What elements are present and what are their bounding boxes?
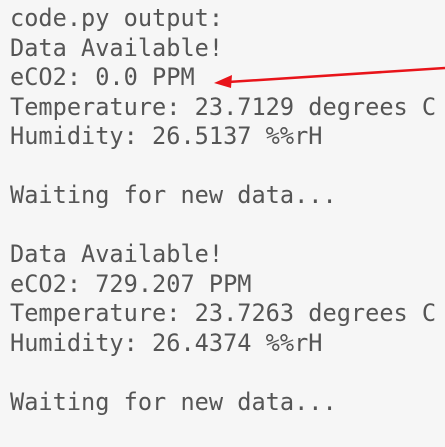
output-line: code.py output: — [10, 4, 224, 32]
console-output: code.py output: Data Available! eCO2: 0.0 … — [10, 4, 436, 447]
output-line: Data Available! — [10, 240, 224, 268]
output-line: Temperature: 23.7129 degrees C — [10, 92, 437, 121]
output-block: Data Available! eCO2: 729.207 PPM Temperat… — [10, 240, 436, 358]
output-line: Waiting for new data... — [10, 181, 337, 209]
arrow-shaft — [227, 66, 445, 84]
output-block: Waiting for new data... — [10, 181, 436, 211]
output-line: Temperature: 23.7263 degrees C — [10, 299, 437, 327]
output-line: Data Available! — [10, 33, 224, 62]
output-block: code.py output: Data Available! eCO2: 0.0 … — [10, 4, 436, 152]
output-line: Humidity: 26.5137 %%rH — [10, 122, 323, 150]
screen: code.py output: Data Available! eCO2: 0.0 … — [10, 4, 445, 416]
annotation-arrow — [214, 66, 445, 88]
output-line: Waiting for new data... — [10, 387, 337, 416]
output-line: eCO2: 729.207 PPM — [10, 269, 252, 298]
arrow-head — [214, 75, 232, 88]
output-block: Waiting for new data... — [10, 388, 436, 418]
output-line: Humidity: 26.4374 %%rH — [10, 328, 323, 357]
output-line: eCO2: 0.0 PPM — [10, 63, 195, 91]
